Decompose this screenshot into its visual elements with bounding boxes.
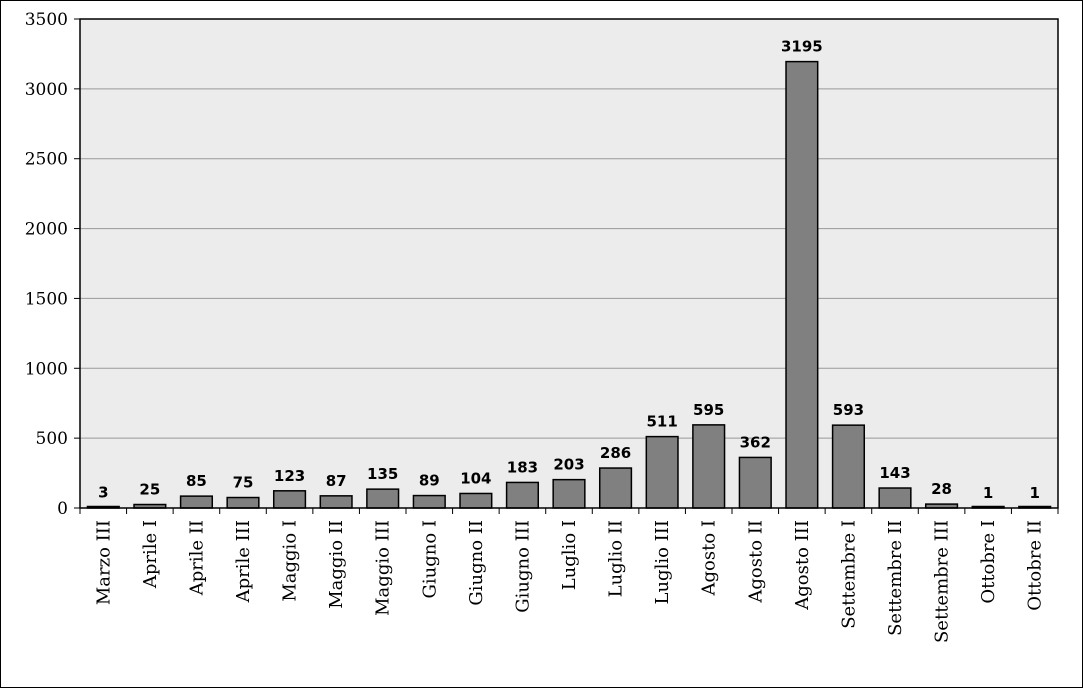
bar — [645, 435, 679, 509]
data-label: 1 — [1029, 484, 1039, 502]
y-tick-label: 3500 — [25, 10, 68, 30]
y-tick-label: 2500 — [25, 150, 68, 170]
x-tick-label: Aprile III — [233, 520, 254, 603]
y-tick-label: 3000 — [25, 80, 68, 100]
bar — [785, 60, 819, 509]
data-label: 183 — [507, 458, 538, 476]
bar — [272, 490, 307, 509]
y-tick-label: 0 — [57, 499, 68, 519]
x-tick-label: Settembre II — [885, 520, 906, 636]
x-tick-label: Maggio I — [280, 520, 301, 602]
x-tick-label: Luglio II — [606, 520, 627, 597]
data-label: 593 — [833, 401, 864, 419]
data-label: 1 — [983, 484, 993, 502]
data-label: 3 — [98, 484, 108, 502]
bar — [226, 496, 260, 509]
data-label: 123 — [274, 467, 305, 485]
bar — [179, 495, 214, 509]
bar — [598, 467, 633, 509]
x-tick-label: Agosto III — [792, 520, 813, 611]
x-tick-label: Maggio II — [326, 520, 347, 609]
data-label: 25 — [139, 481, 160, 499]
y-tick-label: 1000 — [25, 359, 68, 379]
data-label: 135 — [367, 465, 398, 483]
data-label: 89 — [419, 472, 440, 490]
plot-border — [79, 18, 1059, 509]
x-tick-label: Agosto I — [699, 520, 720, 597]
y-tick-label: 2000 — [25, 220, 68, 240]
y-tick-label: 500 — [36, 429, 68, 449]
data-label: 143 — [879, 464, 910, 482]
x-tick-label: Luglio I — [559, 520, 580, 590]
data-label: 28 — [931, 480, 952, 498]
x-tick-label: Luglio III — [652, 520, 673, 604]
data-label: 511 — [646, 413, 677, 431]
x-tick-label: Settembre III — [932, 520, 953, 643]
y-tick-label: 1500 — [25, 289, 68, 309]
x-tick-label: Aprile I — [140, 520, 161, 589]
data-label: 595 — [693, 401, 724, 419]
bar — [878, 487, 912, 509]
bar — [459, 492, 493, 509]
x-tick-label: Agosto II — [745, 520, 766, 604]
data-label: 3195 — [781, 38, 823, 56]
bar — [366, 488, 400, 509]
x-tick-label: Aprile II — [186, 520, 207, 596]
bar — [831, 424, 866, 509]
plot-area — [80, 19, 1058, 508]
bar — [505, 481, 540, 509]
bar — [552, 478, 586, 509]
bar — [692, 424, 726, 509]
data-labels: 3 25 85 75 123 87 135 89 104 183 203 286 511 595 362 31… — [98, 38, 1040, 502]
x-tick-label: Maggio III — [373, 520, 394, 616]
data-label: 203 — [553, 456, 584, 474]
x-axis-ticks: Marzo III Aprile I Aprile II Aprile III Magg… — [79, 508, 1059, 643]
x-tick-label: Ottobre II — [1025, 520, 1046, 611]
x-tick-label: Giugno I — [419, 520, 440, 599]
x-tick-label: Ottobre I — [978, 520, 999, 604]
y-axis-ticks: 0 500 1000 1500 2000 2500 3000 3500 — [25, 10, 80, 519]
x-tick-label: Settembre I — [838, 520, 859, 629]
data-label: 362 — [740, 433, 771, 451]
data-label: 75 — [233, 474, 254, 492]
gridlines — [80, 88, 1058, 439]
data-label: 87 — [326, 472, 347, 490]
bar — [738, 456, 772, 509]
data-label: 104 — [460, 469, 491, 487]
x-tick-label: Giugno III — [512, 520, 533, 613]
bar — [319, 495, 353, 509]
x-tick-label: Marzo III — [93, 520, 114, 605]
x-tick-label: Giugno II — [466, 520, 487, 606]
bar — [412, 494, 446, 509]
data-label: 85 — [186, 472, 207, 490]
data-label: 286 — [600, 444, 631, 462]
